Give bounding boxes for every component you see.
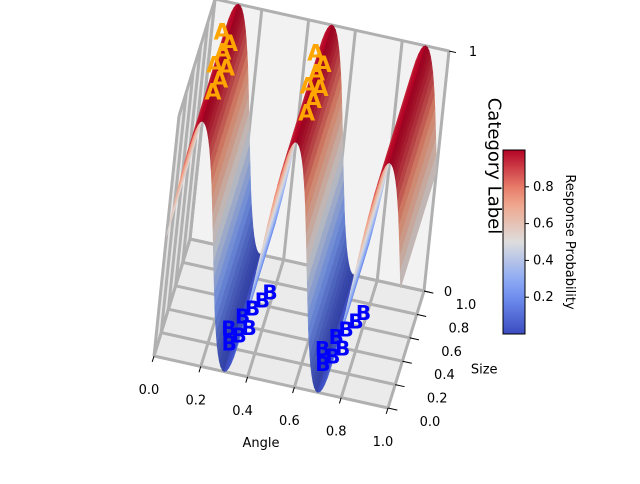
marker-b: B [325,344,340,368]
z-axis-label: Category Label [484,98,505,235]
colorbar-tick-label: 0.4 [533,253,554,268]
marker-b: B [338,317,353,341]
x-tick-mark [338,397,342,404]
y-tick-label: 0.4 [434,368,455,383]
floor-grid-y [160,331,396,387]
marker-b: B [232,324,247,348]
y-tick-label: 0.2 [427,392,448,407]
y-tick-mark [416,313,427,317]
marker-a: A [315,53,332,78]
colorbar-tick-label: 0.2 [533,290,554,305]
marker-a: A [305,89,322,114]
y-tick-mark [409,337,420,341]
axes-ticks: 0.0 0.2 0.4 0.6 0.8 1.0 Angle 0.0 0.2 0.4 0.6 0.8 1.… [139,45,505,451]
x-tick-mark [292,387,295,394]
x-tick-label: 0.2 [185,393,206,408]
marker-b: B [222,331,237,355]
marker-a: A [307,41,324,66]
marker-a: A [308,61,325,86]
marker-a: A [218,56,235,81]
marker-a: A [221,32,238,57]
marker-a: A [312,77,329,102]
y-tick-label: 0.6 [441,345,462,360]
x-tick-mark [385,407,389,414]
y-tick-label: 0.0 [420,415,441,430]
x-tick-mark [198,366,202,373]
marker-b: B [241,316,256,340]
surface-patch [399,252,407,289]
x-tick-mark [151,355,155,362]
y-tick-label: 1.0 [456,298,477,313]
x-tick-label: 0.4 [232,404,253,419]
marker-b: B [315,352,330,376]
z-tick-label: 1 [469,45,477,60]
marker-a: A [214,41,231,66]
marker-a: A [204,80,221,105]
y-tick-mark [395,384,405,388]
marker-b: B [255,289,270,313]
marker-b: B [235,304,250,328]
z-tick-label: 0 [444,285,452,300]
marker-b: B [329,325,344,349]
y-tick-mark [387,407,398,411]
colorbar-tick-label: 0.6 [533,217,554,232]
z-tick-mark [448,50,457,54]
marker-b: B [245,297,260,321]
marker-a: A [206,54,223,79]
x-tick-mark [245,376,249,383]
marker-b: B [315,337,330,361]
marker-b: B [335,337,350,361]
marker-b: B [356,301,371,325]
z-tick-mark [423,290,432,294]
floor-grid-y [153,354,389,410]
colorbar-tick-label: 0.8 [533,180,554,195]
marker-b: B [221,316,236,340]
marker-a: A [298,101,315,126]
marker-a: A [214,21,231,46]
floor-grid-x [386,290,426,409]
x-axis-label: Angle [243,436,280,451]
x-tick-label: 0.6 [279,414,300,429]
colorbar-label: Response Probability [562,174,577,310]
x-tick-label: 0.8 [326,425,347,440]
floor-grid-x [339,280,379,399]
marker-a: A [211,68,228,93]
marker-a: A [300,74,317,99]
side-grid-z [152,238,192,357]
y-tick-mark [402,360,412,364]
colorbar: 0.2 0.4 0.6 0.8 Response Probability [502,149,577,335]
colorbar-bar [502,149,526,335]
surface-plot [166,3,437,393]
x-tick-label: 0.0 [139,383,160,398]
floor-grid-y [168,307,403,363]
floor-grid-x [246,259,286,378]
x-tick-label: 1.0 [373,435,394,450]
y-tick-label: 0.8 [448,321,469,336]
marker-b: B [348,310,363,334]
side-grid-z [177,0,217,117]
marker-b: B [262,280,277,304]
y-axis-label: Size [471,362,498,377]
